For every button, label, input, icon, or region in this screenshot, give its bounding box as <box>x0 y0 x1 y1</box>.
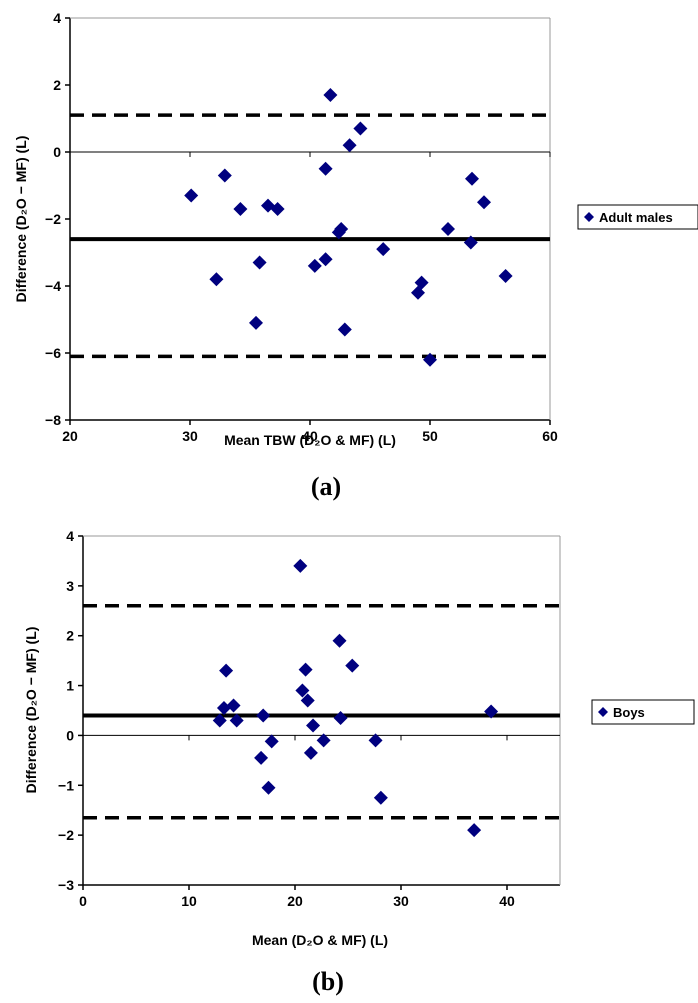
data-point <box>423 352 437 367</box>
x-tick-label: 0 <box>79 893 87 909</box>
data-point <box>261 780 276 795</box>
data-point <box>270 201 285 216</box>
data-point <box>293 558 308 573</box>
y-tick-label: 3 <box>66 578 74 594</box>
legend-box <box>591 699 695 725</box>
chart-panel-a: −8 −6 −4 −2 0 2 4 20 30 40 50 60 Mean TBW (D₂O & MF)… <box>13 10 698 501</box>
data-point <box>337 322 352 337</box>
data-point <box>217 168 232 183</box>
data-point <box>333 710 348 725</box>
data-point <box>212 713 227 728</box>
panel-label: (b) <box>312 967 344 996</box>
data-point <box>295 683 310 698</box>
x-tick-label: 10 <box>181 893 197 909</box>
data-point <box>368 733 383 748</box>
x-axis-title: Mean TBW (D₂O & MF) (L) <box>224 432 396 448</box>
data-point <box>353 121 368 136</box>
y-tick-label: 2 <box>53 77 61 93</box>
legend-marker <box>598 707 608 717</box>
data-point <box>226 698 241 713</box>
y-tick-label: 0 <box>66 727 74 743</box>
y-tick-label: −6 <box>45 345 61 361</box>
y-tick-label: −4 <box>45 278 61 294</box>
data-point <box>441 222 455 237</box>
y-axis-title: Difference (D₂O − MF) (L) <box>23 627 39 794</box>
panel-label: (a) <box>311 472 341 501</box>
y-tick-label: 4 <box>53 10 61 26</box>
x-tick-label: 30 <box>182 428 198 444</box>
x-tick-label: 20 <box>62 428 78 444</box>
data-point <box>252 255 267 270</box>
data-point <box>219 663 234 678</box>
data-point <box>465 171 479 186</box>
data-point <box>467 823 482 838</box>
data-point <box>316 733 331 748</box>
data-point <box>477 195 491 210</box>
data-point <box>342 138 357 153</box>
y-tick-label: 0 <box>53 144 61 160</box>
y-tick-label: 4 <box>66 528 74 544</box>
data-point <box>376 242 391 257</box>
data-point <box>254 750 269 765</box>
data-point <box>184 188 199 203</box>
data-point <box>298 662 313 677</box>
data-point <box>229 713 244 728</box>
data-point <box>264 734 279 749</box>
data-point <box>256 708 271 723</box>
data-point <box>209 272 224 287</box>
data-point <box>484 704 499 719</box>
data-point <box>345 658 360 673</box>
y-axis-title: Difference (D₂O − MF) (L) <box>13 136 29 303</box>
y-tick-label: 1 <box>66 678 74 694</box>
x-tick-label: 30 <box>393 893 409 909</box>
legend-box <box>577 204 698 230</box>
y-tick-label: 2 <box>66 628 74 644</box>
data-point <box>323 88 338 103</box>
data-point <box>414 275 429 290</box>
y-tick-label: −2 <box>58 827 74 843</box>
x-axis-title: Mean (D₂O & MF) (L) <box>252 932 388 948</box>
data-point <box>318 161 333 176</box>
data-point <box>318 252 333 267</box>
data-point <box>233 201 248 216</box>
y-tick-label: −8 <box>45 412 61 428</box>
y-tick-label: −1 <box>58 777 74 793</box>
data-point <box>300 693 315 708</box>
data-point <box>334 222 349 237</box>
x-tick-label: 40 <box>499 893 515 909</box>
data-point <box>303 745 318 760</box>
y-tick-label: −3 <box>58 877 74 893</box>
data-point <box>332 633 347 648</box>
data-point <box>216 701 231 716</box>
x-tick-label: 20 <box>287 893 303 909</box>
legend-marker <box>584 212 594 222</box>
data-point <box>307 258 322 273</box>
x-tick-label: 60 <box>542 428 558 444</box>
data-point <box>306 718 321 733</box>
legend-label: Adult males <box>599 210 673 225</box>
data-point <box>373 790 388 805</box>
y-tick-label: −2 <box>45 211 61 227</box>
x-tick-label: 50 <box>422 428 438 444</box>
legend-label: Boys <box>613 705 645 720</box>
data-point <box>463 235 478 250</box>
data-point <box>249 315 263 330</box>
x-tick-label: 40 <box>302 428 318 444</box>
data-point <box>498 268 513 283</box>
